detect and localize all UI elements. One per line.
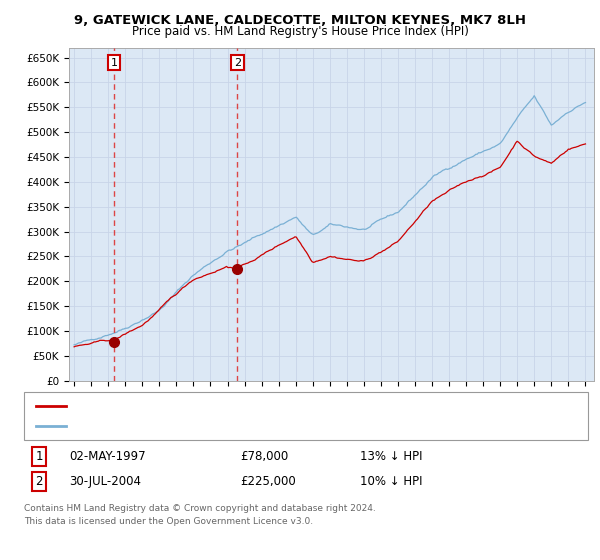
Text: HPI: Average price, detached house, Milton Keynes: HPI: Average price, detached house, Milt…	[72, 421, 321, 431]
Text: 2: 2	[234, 58, 241, 68]
Text: 10% ↓ HPI: 10% ↓ HPI	[360, 475, 422, 488]
Text: 9, GATEWICK LANE, CALDECOTTE, MILTON KEYNES, MK7 8LH: 9, GATEWICK LANE, CALDECOTTE, MILTON KEY…	[74, 14, 526, 27]
Text: 9, GATEWICK LANE, CALDECOTTE, MILTON KEYNES, MK7 8LH (detached house): 9, GATEWICK LANE, CALDECOTTE, MILTON KEY…	[72, 402, 458, 411]
Text: 30-JUL-2004: 30-JUL-2004	[69, 475, 141, 488]
Text: Contains HM Land Registry data © Crown copyright and database right 2024.: Contains HM Land Registry data © Crown c…	[24, 504, 376, 513]
Text: 1: 1	[110, 58, 118, 68]
Text: 1: 1	[35, 450, 43, 463]
Text: Price paid vs. HM Land Registry's House Price Index (HPI): Price paid vs. HM Land Registry's House …	[131, 25, 469, 38]
Text: This data is licensed under the Open Government Licence v3.0.: This data is licensed under the Open Gov…	[24, 516, 313, 526]
Text: £225,000: £225,000	[240, 475, 296, 488]
Text: £78,000: £78,000	[240, 450, 288, 463]
Text: 13% ↓ HPI: 13% ↓ HPI	[360, 450, 422, 463]
Text: 02-MAY-1997: 02-MAY-1997	[69, 450, 146, 463]
Text: 2: 2	[35, 475, 43, 488]
